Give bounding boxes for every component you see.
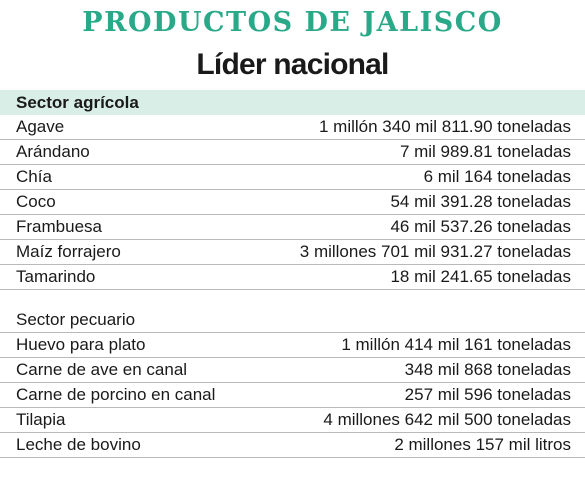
table-row: Frambuesa 46 mil 537.26 toneladas [0,215,585,240]
table-row: Carne de porcino en canal 257 mil 596 to… [0,383,585,408]
table-row: Maíz forrajero 3 millones 701 mil 931.27… [0,240,585,265]
product-value: 6 mil 164 toneladas [423,167,571,186]
table-row: Huevo para plato 1 millón 414 mil 161 to… [0,333,585,358]
product-name: Coco [16,192,56,211]
section-header-label: Sector agrícola [16,92,139,112]
table-row: Arándano 7 mil 989.81 toneladas [0,140,585,165]
product-name: Huevo para plato [16,335,146,354]
product-value: 46 mil 537.26 toneladas [390,217,571,236]
product-value: 7 mil 989.81 toneladas [399,142,571,161]
product-name: Frambuesa [16,217,102,236]
product-value: 54 mil 391.28 toneladas [390,192,571,211]
product-name: Tilapia [16,410,66,429]
product-name: Carne de ave en canal [16,360,188,379]
product-name: Agave [16,117,65,136]
product-name: Chía [16,167,52,186]
product-value: 257 mil 596 toneladas [404,385,571,404]
page-subtitle: Líder nacional [196,48,389,81]
product-name: Arándano [16,142,90,161]
section-header-agricola: Sector agrícola [0,90,585,115]
table-row: Tilapia 4 millones 642 mil 500 toneladas [0,408,585,433]
products-table: Sector agrícola Agave 1 millón 340 mil 8… [0,90,585,458]
product-value: 2 millones 157 mil litros [394,435,571,454]
table-row: Chía 6 mil 164 toneladas [0,165,585,190]
product-name: Maíz forrajero [16,242,121,261]
table-row: Coco 54 mil 391.28 toneladas [0,190,585,215]
section-header-label: Sector pecuario [16,310,136,329]
section-header-pecuario: Sector pecuario [0,308,585,333]
section-spacer [0,290,585,308]
table-row: Leche de bovino 2 millones 157 mil litro… [0,433,585,458]
product-value: 1 millón 340 mil 811.90 toneladas [318,117,571,136]
product-value: 1 millón 414 mil 161 toneladas [341,335,571,354]
product-value: 18 mil 241.65 toneladas [390,267,571,286]
product-name: Leche de bovino [16,435,141,454]
product-value: 348 mil 868 toneladas [404,360,571,379]
product-value: 3 millones 701 mil 931.27 toneladas [299,242,571,261]
page-title: PRODUCTOS DE JALISCO [82,7,503,38]
table-row: Tamarindo 18 mil 241.65 toneladas [0,265,585,290]
product-name: Tamarindo [16,267,96,286]
table-row: Carne de ave en canal 348 mil 868 tonela… [0,358,585,383]
product-name: Carne de porcino en canal [16,385,216,404]
table-row: Agave 1 millón 340 mil 811.90 toneladas [0,115,585,140]
product-value: 4 millones 642 mil 500 toneladas [323,410,571,429]
